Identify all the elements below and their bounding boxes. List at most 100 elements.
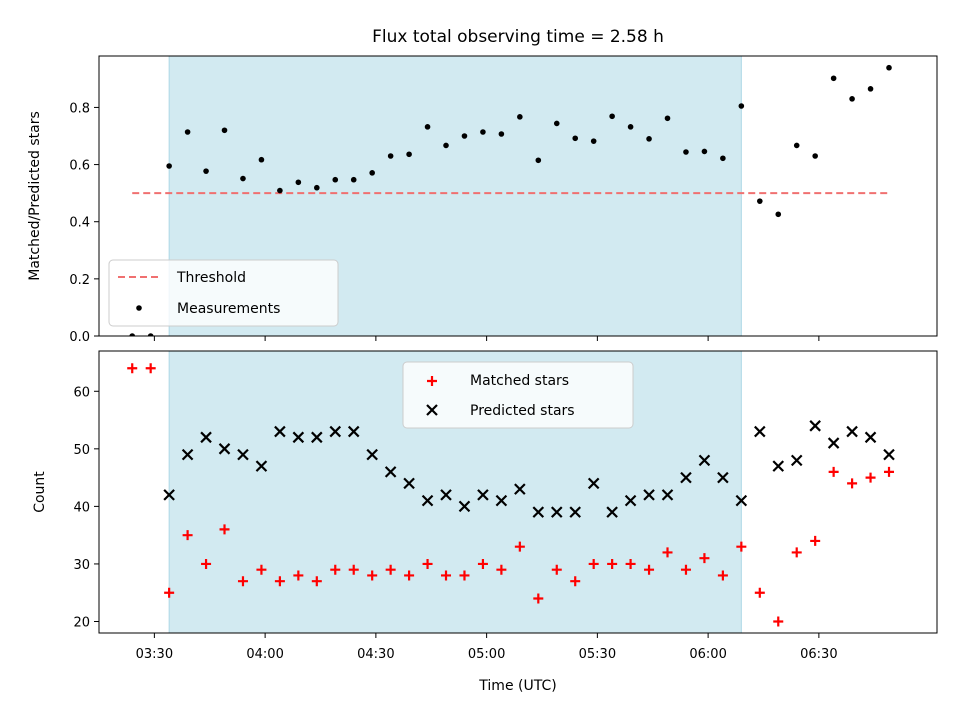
- measurement-point: [664, 115, 671, 122]
- predicted-stars-point: [698, 454, 711, 467]
- predicted-stars-point: [403, 477, 415, 490]
- legend-matched-swatch: [427, 376, 437, 386]
- measurement-point: [480, 129, 486, 135]
- legend-measurements-swatch: [136, 305, 142, 311]
- top-y-tick-label: 0.4: [69, 216, 90, 231]
- top-y-tick-label: 0.0: [69, 330, 90, 345]
- top-y-tick-label: 0.2: [69, 273, 90, 288]
- predicted-stars-point: [458, 500, 471, 513]
- measurement-point: [240, 175, 246, 182]
- matched-stars-point: [311, 576, 322, 587]
- x-tick-label: 06:00: [689, 647, 726, 662]
- matched-stars-point: [274, 576, 285, 587]
- measurement-point: [590, 138, 597, 144]
- predicted-stars-point: [200, 431, 212, 444]
- measurement-point: [406, 151, 412, 158]
- predicted-stars-point: [569, 506, 581, 518]
- x-tick-label: 03:30: [136, 647, 173, 662]
- matched-stars-point: [422, 558, 433, 569]
- measurement-point: [849, 96, 855, 102]
- matched-stars-point: [754, 587, 765, 598]
- matched-stars-point: [736, 541, 747, 552]
- measurement-point: [738, 103, 745, 109]
- x-tick-label: 04:30: [357, 647, 394, 662]
- matched-stars-point: [385, 564, 396, 575]
- matched-stars-point: [256, 564, 267, 575]
- predicted-stars-point: [347, 425, 360, 438]
- measurement-point: [295, 179, 302, 186]
- predicted-stars-point: [274, 425, 286, 438]
- measurement-point: [369, 170, 375, 176]
- matched-stars-point: [127, 363, 138, 374]
- predicted-stars-point: [883, 448, 895, 461]
- matched-stars-point: [791, 547, 802, 558]
- predicted-stars-point: [624, 494, 637, 507]
- x-tick-label: 05:00: [468, 647, 505, 662]
- matched-stars-point: [570, 576, 581, 587]
- matched-stars-point: [182, 530, 193, 541]
- predicted-stars-point: [606, 506, 618, 518]
- matched-stars-point: [717, 570, 728, 581]
- predicted-stars-point: [237, 448, 249, 461]
- measurement-point: [147, 333, 154, 336]
- matched-stars-point: [330, 564, 341, 575]
- legend-predicted-swatch: [426, 404, 438, 416]
- matched-stars-point: [588, 558, 599, 569]
- x-tick-label: 06:30: [800, 647, 837, 662]
- x-tick-label: 05:30: [579, 647, 616, 662]
- bottom-y-tick-label: 40: [73, 500, 90, 515]
- predicted-stars-point: [661, 489, 674, 501]
- predicted-stars-point: [717, 471, 729, 484]
- matched-stars-point: [884, 466, 895, 477]
- matched-stars-point: [219, 524, 230, 535]
- matched-stars-point: [828, 466, 839, 477]
- predicted-stars-point: [809, 420, 821, 432]
- predicted-stars-point: [477, 489, 489, 501]
- bottom-y-tick-label: 20: [73, 615, 90, 630]
- matched-stars-point: [810, 535, 821, 546]
- matched-stars-point: [348, 564, 359, 575]
- matched-stars-point: [607, 558, 618, 569]
- matched-stars-point: [404, 570, 415, 581]
- predicted-stars-point: [790, 454, 803, 467]
- measurement-point: [258, 156, 265, 163]
- predicted-stars-point: [163, 489, 175, 501]
- predicted-stars-point: [255, 460, 268, 472]
- predicted-stars-point: [329, 425, 342, 438]
- matched-stars-point: [533, 593, 544, 604]
- matched-stars-point: [459, 570, 470, 581]
- predicted-stars-point: [440, 489, 452, 501]
- predicted-stars-point: [218, 443, 231, 455]
- bottom-panel: Count Time (UTC) 20 30 40 50 60 03:30 04:00 04:…: [32, 350, 938, 694]
- matched-stars-point: [514, 541, 525, 552]
- measurement-point: [627, 124, 634, 130]
- measurement-point: [314, 184, 320, 191]
- matched-stars-point: [847, 478, 858, 489]
- matched-stars-point: [496, 564, 507, 575]
- predicted-stars-point: [292, 431, 305, 444]
- predicted-stars-point: [680, 471, 692, 484]
- matched-stars-point: [164, 587, 175, 598]
- top-y-tick-label: 0.6: [69, 159, 90, 174]
- measurement-point: [424, 124, 431, 130]
- measurement-point: [277, 187, 283, 194]
- measurement-point: [332, 176, 339, 183]
- matched-stars-point: [625, 558, 636, 569]
- measurement-point: [203, 168, 209, 174]
- measurement-point: [166, 163, 172, 169]
- bottom-y-tick-label: 60: [73, 385, 90, 400]
- measurement-point: [683, 149, 689, 155]
- matched-stars-point: [367, 570, 378, 581]
- matched-stars-point: [662, 547, 673, 558]
- measurement-point: [720, 155, 726, 162]
- legend-box: [402, 361, 634, 429]
- legend-matched-label: Matched stars: [470, 373, 569, 389]
- measurement-point: [812, 153, 818, 159]
- measurement-point: [757, 198, 763, 204]
- predicted-stars-point: [181, 448, 194, 461]
- chart-title: Flux total observing time = 2.58 h: [372, 27, 664, 47]
- predicted-stars-point: [495, 494, 508, 507]
- predicted-stars-point: [514, 483, 526, 495]
- top-y-axis-label: Matched/Predicted stars: [27, 111, 43, 281]
